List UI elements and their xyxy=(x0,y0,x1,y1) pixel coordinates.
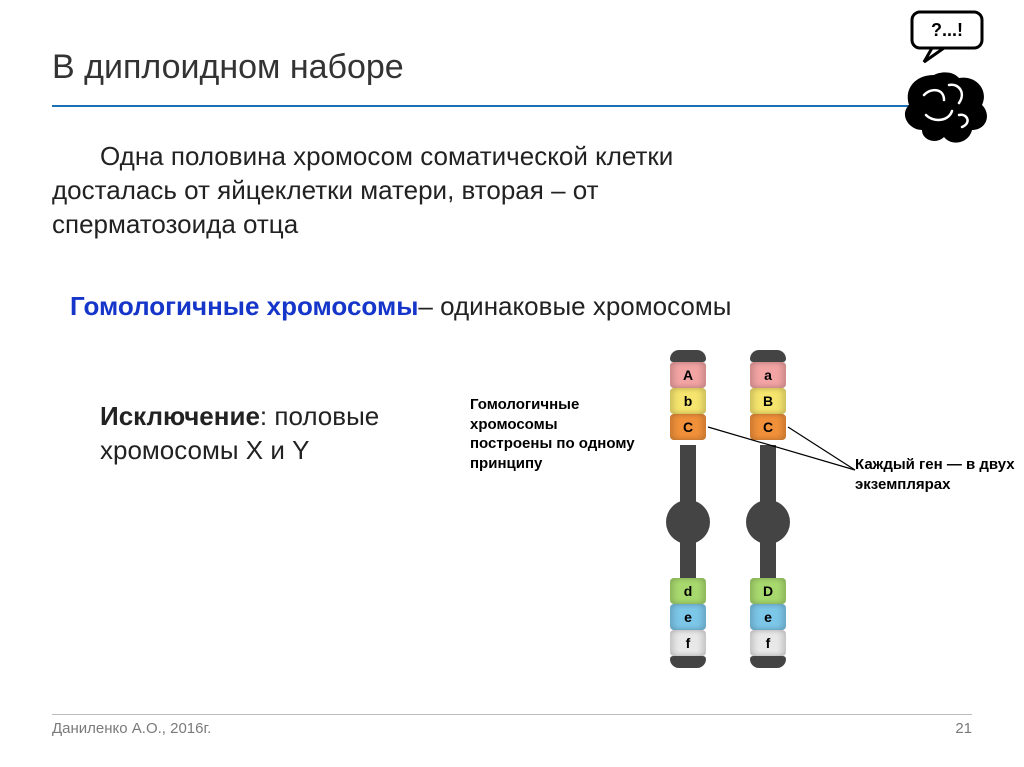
intro-paragraph: Одна половина хромосом соматической клет… xyxy=(52,140,692,241)
exception-paragraph: Исключение: половые хромосомы X и Y xyxy=(100,400,440,468)
intro-text: Одна половина хромосом соматической клет… xyxy=(52,141,673,239)
footer-divider xyxy=(52,714,972,715)
exception-label: Исключение xyxy=(100,401,260,431)
footer-page-number: 21 xyxy=(955,720,972,737)
brain-icon: ?...! xyxy=(894,10,994,160)
bubble-text: ?...! xyxy=(931,20,963,40)
pointer-lines xyxy=(640,350,900,700)
title-underline xyxy=(52,105,972,107)
definition-paragraph: Гомологичные хромосомы– одинаковые хромо… xyxy=(70,290,770,324)
footer-author: Даниленко А.О., 2016г. xyxy=(52,720,211,737)
page-title: В диплоидном наборе xyxy=(52,48,404,87)
chromosome-diagram: AbCdef aBCDef xyxy=(640,350,840,700)
diagram-left-caption: Гомологичные хромосомы построены по одно… xyxy=(470,395,640,473)
definition-rest: – одинаковые хромосомы xyxy=(418,291,731,321)
term-homologous: Гомологичные хромосомы xyxy=(70,291,418,321)
